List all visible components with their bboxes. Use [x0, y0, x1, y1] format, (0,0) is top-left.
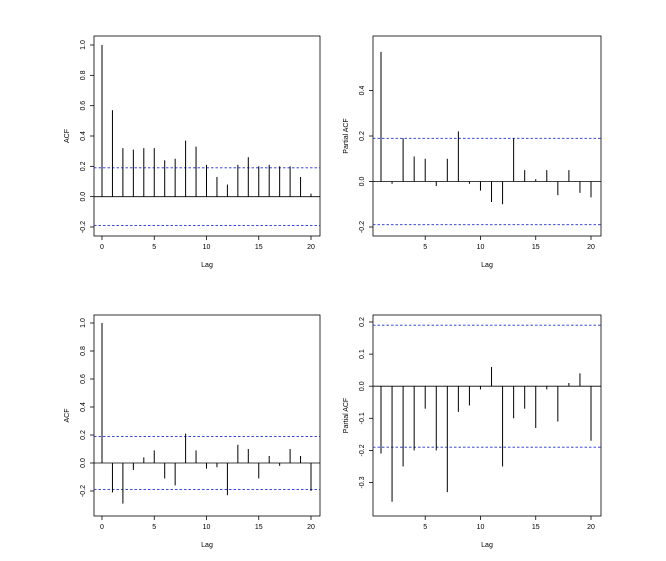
- x-axis-label: Lag: [201, 262, 213, 269]
- x-axis-label: Lag: [481, 262, 493, 269]
- y-tick-label: 0.2: [359, 317, 366, 327]
- y-tick-label: 0.4: [80, 131, 87, 141]
- x-tick-label: 5: [423, 244, 427, 251]
- y-tick-label: 0.0: [359, 177, 366, 187]
- x-tick-label: 15: [532, 244, 540, 251]
- y-tick-label: 1.0: [80, 40, 87, 50]
- y-axis-label: Partial ACF: [343, 398, 350, 433]
- x-tick-label: 5: [423, 524, 427, 531]
- y-tick-label: 0.1: [359, 349, 366, 359]
- plot-frame: [372, 35, 602, 237]
- y-tick-label: 0.4: [359, 86, 366, 96]
- y-tick-label: 0.8: [80, 70, 87, 80]
- y-axis-label: ACF: [64, 129, 71, 143]
- acf-panel-4: 5 10 15 20 0.2 0.1 0.0 -0.1 -0.2 -0.3 Lag Partial A…: [343, 314, 602, 549]
- x-tick-label: 5: [152, 244, 156, 251]
- x-tick-label: 5: [152, 524, 156, 531]
- y-tick-label: -0.3: [359, 476, 366, 488]
- acf-panel-3: 0 5 10 15 20 1.0 0.8 0.6 0.4 0.2 0.0 -0.2 Lag ACF: [64, 314, 321, 549]
- y-tick-label: 0.0: [80, 192, 87, 202]
- x-tick-label: 15: [255, 244, 263, 251]
- y-axis-label: Partial ACF: [343, 118, 350, 153]
- plot-frame: [93, 35, 321, 237]
- x-tick-label: 20: [587, 244, 595, 251]
- plot-frame: [372, 314, 602, 517]
- y-tick-label: 0.2: [359, 131, 366, 141]
- x-tick-label: 20: [307, 244, 315, 251]
- x-tick-label: 15: [532, 524, 540, 531]
- x-tick-label: 15: [255, 524, 263, 531]
- y-tick-label: 0.0: [359, 381, 366, 391]
- x-tick-label: 20: [307, 524, 315, 531]
- y-tick-label: 0.2: [80, 430, 87, 440]
- y-tick-label: 0.8: [80, 346, 87, 356]
- y-tick-label: -0.1: [359, 412, 366, 424]
- y-axis-label: ACF: [64, 409, 71, 423]
- acf-panel-2: 5 10 15 20 0.4 0.2 0.0 -0.2 Lag Partial ACF: [343, 35, 602, 269]
- x-axis-label: Lag: [201, 542, 213, 549]
- y-tick-label: 1.0: [80, 318, 87, 328]
- plot-frame: [93, 314, 321, 517]
- x-axis-label: Lag: [481, 542, 493, 549]
- x-tick-label: 0: [100, 244, 104, 251]
- y-tick-label: 0.6: [80, 374, 87, 384]
- y-tick-label: 0.0: [80, 458, 87, 468]
- y-tick-label: -0.2: [80, 221, 87, 233]
- y-tick-label: 0.2: [80, 161, 87, 171]
- x-tick-label: 20: [587, 524, 595, 531]
- acf-panel-1: 0 5 10 15 20 1.0 0.8 0.6 0.4 0.2 0.0 -0.2 Lag ACF: [64, 35, 321, 269]
- x-tick-label: 10: [477, 244, 485, 251]
- y-tick-label: -0.2: [359, 221, 366, 233]
- x-tick-label: 10: [203, 244, 211, 251]
- x-tick-label: 0: [100, 524, 104, 531]
- x-tick-label: 10: [477, 524, 485, 531]
- y-tick-label: 0.4: [80, 402, 87, 412]
- x-tick-label: 10: [203, 524, 211, 531]
- y-tick-label: -0.2: [359, 444, 366, 456]
- y-tick-label: 0.6: [80, 101, 87, 111]
- y-tick-label: -0.2: [80, 485, 87, 497]
